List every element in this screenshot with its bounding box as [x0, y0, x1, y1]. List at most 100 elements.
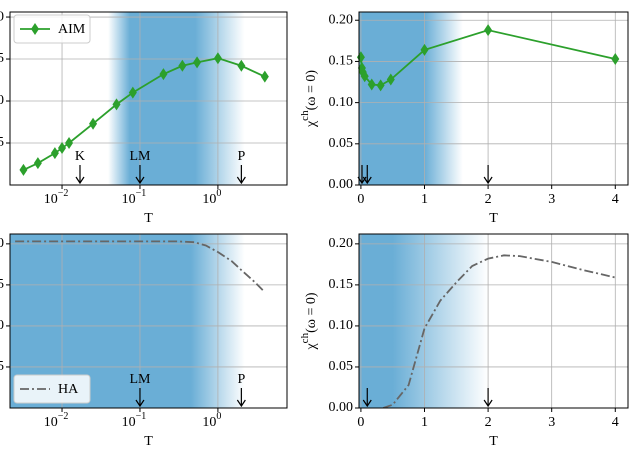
arrow-head [362, 176, 372, 185]
point [159, 68, 168, 81]
x-tick-label: 0 [357, 192, 364, 207]
x-tick-label: 1 [421, 415, 428, 430]
point [611, 52, 620, 65]
point [360, 70, 369, 83]
y-tick-label: 0.10 [329, 95, 354, 110]
point [112, 98, 121, 111]
arrow-head [362, 399, 372, 408]
y-tick-label: 5 [0, 135, 4, 150]
point [33, 157, 42, 170]
x-axis-label: T [489, 211, 498, 226]
point [58, 142, 67, 155]
y-label-rest: (ω = 0) [304, 292, 319, 333]
y-label-sup: ch [299, 332, 311, 343]
x-tick-exponent: −2 [58, 188, 69, 199]
y-tick-label: 5 [0, 51, 4, 66]
point [178, 59, 187, 72]
arrow-label: P [237, 372, 245, 387]
point [193, 56, 202, 69]
shaded-band [359, 12, 463, 185]
point [386, 73, 395, 86]
legend-marker [31, 23, 39, 35]
y-label-symbol: χ [304, 343, 319, 351]
y-tick-label: 0.15 [329, 54, 354, 69]
x-tick-exponent: −1 [136, 411, 147, 422]
x-tick-label: 2 [485, 192, 492, 207]
axes-frame [9, 11, 288, 186]
x-tick-label: 2 [485, 415, 492, 430]
legend-box [13, 14, 91, 44]
y-label-sup: ch [299, 110, 311, 121]
series-line [382, 254, 616, 408]
panel [359, 234, 628, 408]
y-tick-label: 0 [0, 318, 4, 333]
y-tick-label: 5 [0, 277, 4, 292]
arrow-head [236, 176, 246, 185]
y-label-rest: (ω = 0) [304, 70, 319, 111]
point [237, 59, 246, 72]
x-tick-label: 100 [202, 411, 221, 430]
y-tick-label: 0.20 [329, 236, 354, 251]
arrow-label: LM [129, 372, 151, 387]
arrow-label: LM [129, 149, 151, 164]
point [260, 70, 269, 83]
shaded-band [359, 234, 489, 408]
axes-frame [358, 233, 629, 409]
point [50, 147, 59, 160]
legend-box [13, 374, 91, 404]
y-tick-label: 0.15 [329, 277, 354, 292]
axes-frame [358, 11, 629, 186]
x-tick-label: 10−1 [122, 411, 147, 430]
arrow-head [135, 399, 145, 408]
x-tick-label: 4 [612, 192, 619, 207]
x-tick-label: 10−2 [44, 411, 69, 430]
x-tick-exponent: 0 [216, 188, 221, 199]
point [213, 52, 222, 65]
y-tick-label: 0 [0, 9, 4, 24]
legend-label: HA [58, 382, 79, 397]
shaded-band [108, 12, 245, 185]
x-tick-label: 10−1 [122, 188, 147, 207]
legend-label: AIM [58, 22, 86, 37]
x-tick-label: 4 [612, 415, 619, 430]
y-label-symbol: χ [304, 120, 319, 128]
x-axis-label: T [144, 211, 153, 226]
y-tick-label: 0 [0, 236, 4, 251]
point [128, 86, 137, 99]
x-tick-label: 3 [548, 192, 555, 207]
x-tick-label: 10−2 [44, 188, 69, 207]
x-tick-exponent: −2 [58, 411, 69, 422]
arrow-label: P [237, 149, 245, 164]
y-tick-label: 0.05 [329, 359, 354, 374]
x-tick-label: 1 [421, 192, 428, 207]
arrow-head [483, 399, 493, 408]
arrow-label: K [75, 149, 85, 164]
panel [359, 12, 628, 185]
x-tick-exponent: −1 [136, 188, 147, 199]
y-tick-label: 0.00 [329, 400, 354, 415]
point [367, 78, 376, 91]
x-axis-label: T [144, 434, 153, 449]
point [420, 43, 429, 56]
arrow-head [135, 176, 145, 185]
y-tick-label: 0.20 [329, 12, 354, 27]
y-tick-label: 0 [0, 93, 4, 108]
point [376, 79, 385, 92]
arrow-head [236, 399, 246, 408]
y-axis-label: χch(ω = 0) [299, 292, 320, 350]
series-line [15, 240, 266, 293]
x-tick-label: 3 [548, 415, 555, 430]
y-tick-label: 0.05 [329, 136, 354, 151]
arrow-head [483, 176, 493, 185]
arrow-head [75, 176, 85, 185]
y-axis-label: χch(ω = 0) [299, 70, 320, 128]
x-tick-label: 0 [357, 415, 364, 430]
y-tick-label: 0.10 [329, 318, 354, 333]
x-tick-exponent: 0 [216, 411, 221, 422]
axes-frame [9, 233, 288, 409]
point [484, 24, 493, 37]
point [19, 163, 28, 176]
point [89, 117, 98, 130]
y-tick-label: 5 [0, 359, 4, 374]
x-axis-label: T [489, 434, 498, 449]
